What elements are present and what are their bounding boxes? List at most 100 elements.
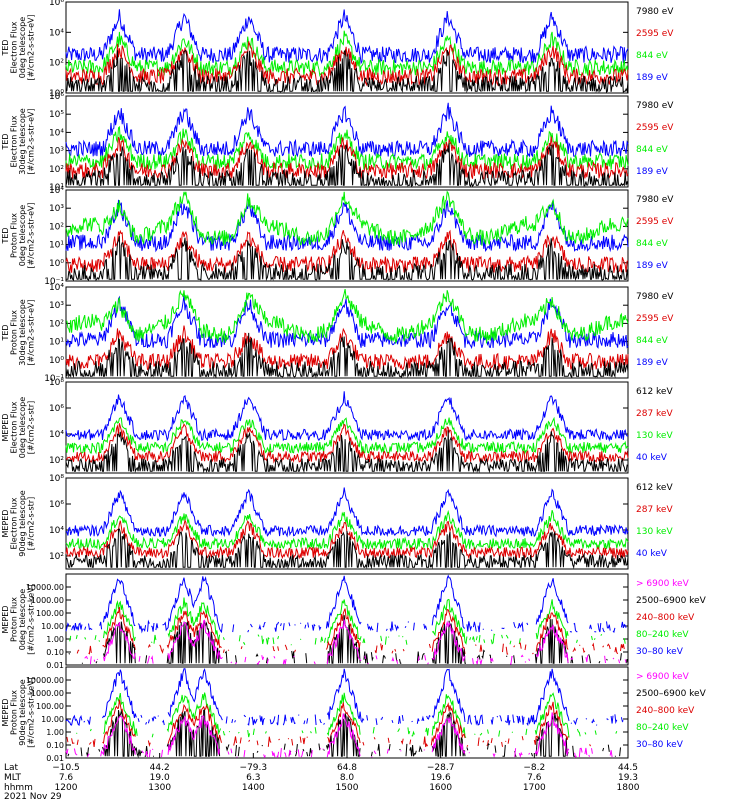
y-tick-label: 10² xyxy=(49,456,64,466)
legend-entry: 2595 eV xyxy=(636,314,674,324)
y-axis-label: MEPED Electron Flux 90deg telescope [#/cm2-… xyxy=(1,490,36,557)
y-label-line: TED xyxy=(1,324,10,341)
x-row-label: hhmm xyxy=(4,783,33,793)
y-tick-label: 10⁶ xyxy=(49,404,64,414)
legend-entry: 287 keV xyxy=(636,409,673,419)
legend-entry: 7980 eV xyxy=(636,7,674,17)
panel-3: 10⁻¹ 10⁰ 10¹ 10² 10³ 10⁴ TED Proton Flux 0deg te… xyxy=(1,186,674,287)
series-trace-blue xyxy=(65,199,629,253)
series-trace-black xyxy=(65,332,629,379)
x-tick-mlt: 8.0 xyxy=(340,773,355,783)
y-axis-label: MEPED Proton Flux 90deg telescope [#/cm2-s-… xyxy=(1,677,36,748)
y-tick-label: 10² xyxy=(49,552,64,562)
y-tick-label: 10⁰ xyxy=(49,89,64,99)
legend-entry: > 6900 keV xyxy=(636,579,690,589)
y-tick-label: 10⁸ xyxy=(49,378,64,388)
y-label-line: Electron Flux xyxy=(10,497,19,549)
panel-frame xyxy=(65,573,629,666)
y-axis-label: TED Proton Flux 30deg telescope [#/cm2-s-st… xyxy=(1,299,36,366)
series-trace-green xyxy=(66,288,629,345)
y-tick-label: 10000.00 xyxy=(26,583,64,592)
panel-5: 10² 10⁴ 10⁶ 10⁸ MEPED Electron Flux 0deg teles… xyxy=(1,378,673,474)
y-tick-label: 10² xyxy=(49,222,64,232)
y-tick-label: 0.10 xyxy=(46,648,64,657)
y-label-line: 0deg telescope xyxy=(18,17,27,78)
x-tick-mlt: 7.6 xyxy=(527,773,542,783)
x-tick-mlt: 7.6 xyxy=(59,773,74,783)
legend-entry: 189 eV xyxy=(636,73,669,83)
legend-entry: 189 eV xyxy=(636,167,669,177)
legend-entry: 2595 eV xyxy=(636,29,674,39)
panel-frame xyxy=(65,95,629,188)
y-tick-label: 0.01 xyxy=(46,661,64,670)
panel-4: 10⁻¹ 10⁰ 10¹ 10² 10³ 10⁴ TED Proton Flux 30deg t… xyxy=(1,283,674,384)
y-tick-label: 10⁴ xyxy=(49,430,64,440)
y-tick-label: 10.00 xyxy=(41,622,64,631)
y-tick-label: 10⁻¹ xyxy=(44,374,64,384)
x-tick-mlt: 19.3 xyxy=(618,773,638,783)
legend-entry: 844 eV xyxy=(636,51,669,61)
x-tick-hhmm: 1800 xyxy=(617,783,640,793)
legend-entry: 2595 eV xyxy=(636,217,674,227)
legend-entry: 2595 eV xyxy=(636,123,674,133)
y-axis-label: MEPED Electron Flux 0deg telescope [#/cm2-s… xyxy=(1,397,36,458)
x-tick-hhmm: 1600 xyxy=(429,783,452,793)
legend-entry: 130 keV xyxy=(636,431,673,441)
time-axis: −10.57.6120044.219.01300−79.36.3140064.8… xyxy=(4,753,640,800)
y-tick-label: 10² xyxy=(49,319,64,329)
y-tick-label: 10² xyxy=(49,165,64,175)
y-label-line: 0deg telescope xyxy=(18,397,27,458)
series-trace-green xyxy=(65,190,629,246)
y-label-line: [#/cm2-s-str-eV] xyxy=(27,108,36,174)
x-tick-mlt: 19.0 xyxy=(150,773,170,783)
series-trace-green xyxy=(65,509,629,551)
y-tick-label: 10³ xyxy=(49,147,64,157)
y-label-line: [#/cm2-s-str-keV] xyxy=(27,677,36,748)
x-row-label: Lat xyxy=(4,763,19,773)
date-label: 2021 Nov 29 xyxy=(4,792,62,800)
y-label-line: Electron Flux xyxy=(10,21,19,73)
y-tick-label: 10³ xyxy=(49,204,64,214)
legend-entry: 240–800 keV xyxy=(636,613,695,623)
y-label-line: [#/cm2-s-str] xyxy=(27,401,36,454)
y-axis-label: TED Electron Flux 0deg telescope [#/cm2-s-s… xyxy=(1,14,36,80)
y-label-line: [#/cm2-s-str-keV] xyxy=(27,584,36,655)
x-tick-lat: −8.2 xyxy=(523,763,545,773)
x-tick-lat: −79.3 xyxy=(240,763,268,773)
x-tick-hhmm: 1300 xyxy=(148,783,171,793)
y-label-line: Proton Flux xyxy=(10,310,19,355)
y-label-line: MEPED xyxy=(1,699,10,727)
y-label-line: Electron Flux xyxy=(10,401,19,453)
y-axis-label: MEPED Proton Flux 0deg telescope [#/cm2-s-s… xyxy=(1,584,36,655)
legend-entry: 80–240 keV xyxy=(636,723,689,733)
y-label-line: TED xyxy=(1,227,10,244)
y-label-line: TED xyxy=(1,39,10,56)
y-tick-label: 0.01 xyxy=(46,754,64,763)
y-label-line: [#/cm2-s-str-eV] xyxy=(27,202,36,268)
y-tick-label: 10¹ xyxy=(49,338,64,348)
legend-entry: 7980 eV xyxy=(636,292,674,302)
legend-entry: 844 eV xyxy=(636,239,669,249)
y-tick-label: 10⁸ xyxy=(49,474,64,484)
y-label-line: [#/cm2-s-str] xyxy=(27,497,36,550)
legend-entry: 7980 eV xyxy=(636,101,674,111)
y-label-line: Proton Flux xyxy=(10,597,19,642)
series-trace-black xyxy=(65,430,629,474)
x-tick-hhmm: 1200 xyxy=(55,783,78,793)
legend-entry: 189 eV xyxy=(636,261,669,271)
series-trace-blue xyxy=(66,576,628,632)
series-trace-green xyxy=(65,125,629,171)
y-tick-label: 10⁶ xyxy=(49,500,64,510)
y-label-line: MEPED xyxy=(1,510,10,538)
series-trace-red xyxy=(65,136,629,181)
series-trace-blue xyxy=(65,391,629,442)
y-tick-label: 100.00 xyxy=(36,702,64,711)
series-trace-red xyxy=(65,325,629,371)
legend-entry: 30–80 keV xyxy=(636,647,684,657)
x-tick-hhmm: 1400 xyxy=(242,783,265,793)
legend-entry: 844 eV xyxy=(636,336,669,346)
y-tick-label: 10⁶ xyxy=(49,92,64,102)
y-label-line: 30deg telescope xyxy=(18,108,27,175)
series-trace-blue xyxy=(65,102,629,159)
